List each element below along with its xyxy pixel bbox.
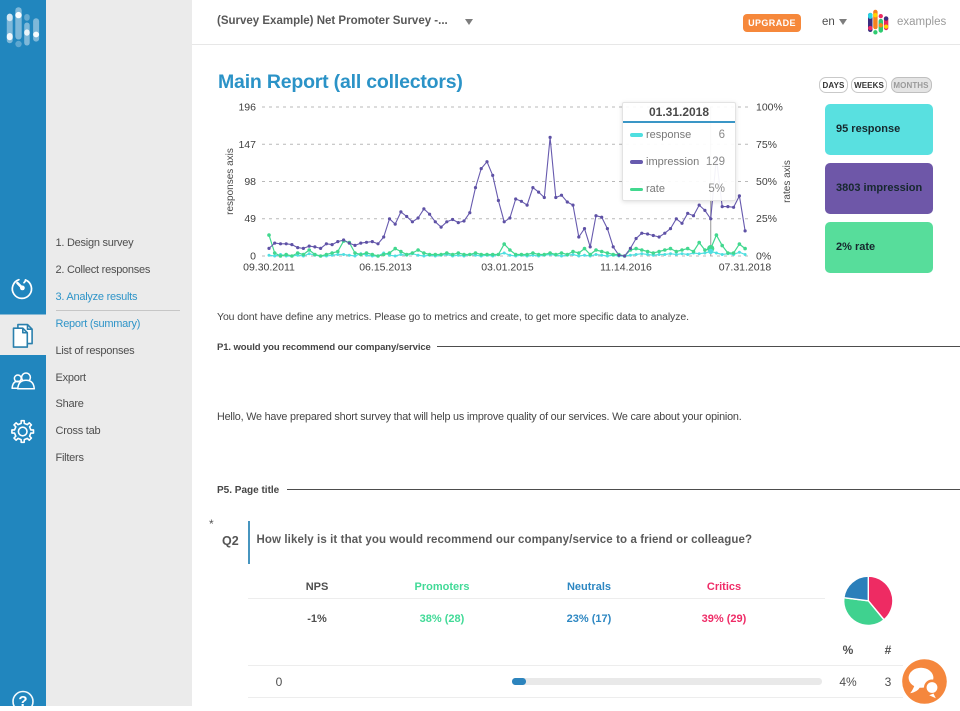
svg-text:0%: 0% [756,251,771,263]
svg-text:196: 196 [238,102,256,114]
svg-text:25%: 25% [756,213,777,225]
svg-text:100%: 100% [756,102,783,114]
svg-text:11.14.2016: 11.14.2016 [600,262,652,274]
svg-text:rates axis: rates axis [782,160,793,203]
svg-text:?: ? [18,693,27,706]
svg-text:03.01.2015: 03.01.2015 [481,262,534,274]
svg-text:07.31.2018: 07.31.2018 [719,262,772,274]
svg-text:98: 98 [244,176,256,188]
svg-text:09.30.2011: 09.30.2011 [243,262,295,274]
svg-text:0: 0 [250,251,256,263]
svg-text:75%: 75% [756,139,777,151]
svg-text:50%: 50% [756,176,777,188]
svg-text:responses axis: responses axis [225,148,236,215]
svg-text:06.15.2013: 06.15.2013 [359,262,412,274]
svg-text:49: 49 [244,213,256,225]
svg-text:147: 147 [238,139,256,151]
